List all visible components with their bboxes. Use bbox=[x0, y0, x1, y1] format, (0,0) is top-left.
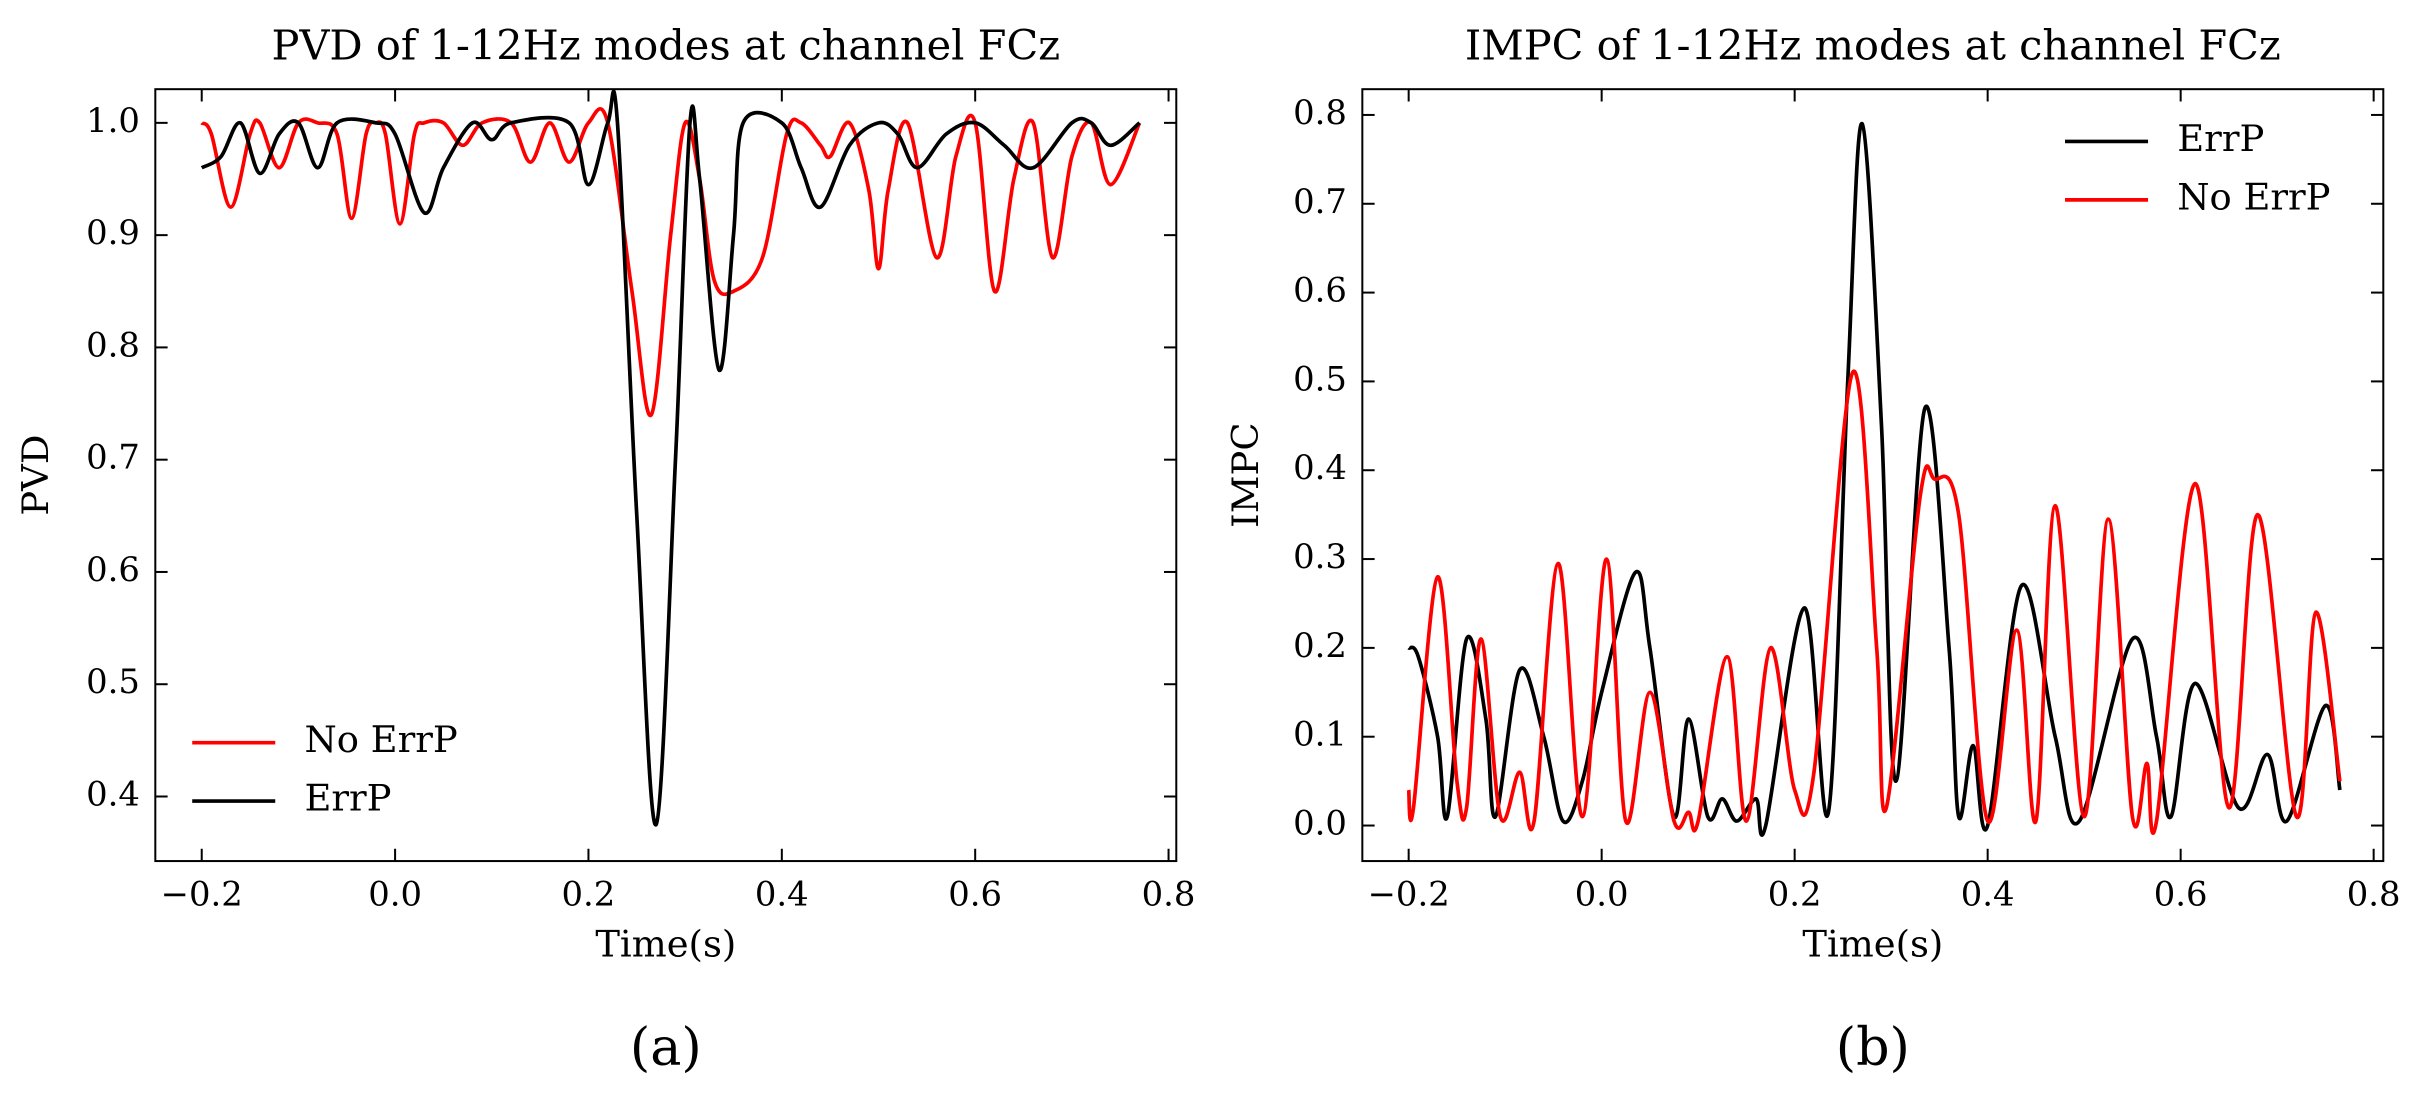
plot-frame bbox=[1361, 88, 2385, 863]
y-tick-label: 0.8 bbox=[86, 325, 140, 364]
x-axis-label: Time(s) bbox=[1802, 923, 1943, 966]
line-series bbox=[200, 89, 1141, 827]
y-tick-label: 0.7 bbox=[1293, 182, 1347, 221]
y-tick-label: 0.0 bbox=[1293, 804, 1347, 843]
x-tick-label: 0.0 bbox=[368, 874, 422, 913]
y-tick-label: 0.6 bbox=[1293, 271, 1347, 310]
y-tick-label: 0.4 bbox=[1293, 448, 1347, 487]
x-axis-label: Time(s) bbox=[595, 923, 736, 966]
x-tick-label: −0.2 bbox=[161, 874, 243, 913]
x-tick-label: 0.8 bbox=[2347, 874, 2401, 913]
chart-title: IMPC of 1-12Hz modes at channel FCz bbox=[1465, 21, 2281, 70]
legend-label: ErrP bbox=[304, 777, 391, 820]
caption: (a) bbox=[630, 1017, 702, 1078]
x-tick-label: 0.6 bbox=[2154, 874, 2208, 913]
x-tick-label: 0.8 bbox=[1142, 874, 1196, 913]
y-tick-label: 0.7 bbox=[86, 438, 140, 477]
x-tick-label: −0.2 bbox=[1368, 874, 1450, 913]
x-tick-label: 0.4 bbox=[1961, 874, 2015, 913]
legend-label: ErrP bbox=[2177, 117, 2264, 160]
line-series bbox=[1406, 369, 2342, 835]
x-tick-label: 0.2 bbox=[1768, 874, 1822, 913]
x-tick-label: 0.4 bbox=[755, 874, 809, 913]
y-tick-label: 0.1 bbox=[1293, 715, 1347, 754]
y-tick-label: 0.9 bbox=[86, 213, 140, 252]
line-series bbox=[200, 106, 1142, 418]
legend-label: No ErrP bbox=[304, 718, 457, 761]
legend-label: No ErrP bbox=[2177, 175, 2330, 218]
y-axis-label: IMPC bbox=[1224, 422, 1267, 527]
y-tick-label: 0.6 bbox=[86, 550, 140, 589]
y-tick-label: 0.4 bbox=[86, 775, 140, 814]
y-tick-label: 0.5 bbox=[1293, 359, 1347, 398]
x-tick-label: 0.2 bbox=[562, 874, 616, 913]
y-tick-label: 0.5 bbox=[86, 662, 140, 701]
y-tick-label: 1.0 bbox=[86, 101, 140, 140]
caption: (b) bbox=[1836, 1017, 1910, 1078]
y-tick-label: 0.3 bbox=[1293, 537, 1347, 576]
y-tick-label: 0.2 bbox=[1293, 626, 1347, 665]
plot-frame bbox=[154, 88, 1178, 863]
x-tick-label: 0.6 bbox=[948, 874, 1002, 913]
line-series bbox=[1407, 121, 2342, 837]
x-tick-label: 0.0 bbox=[1575, 874, 1629, 913]
y-tick-label: 0.8 bbox=[1293, 93, 1347, 132]
y-axis-label: PVD bbox=[14, 435, 57, 516]
chart-title: PVD of 1-12Hz modes at channel FCz bbox=[272, 21, 1061, 70]
